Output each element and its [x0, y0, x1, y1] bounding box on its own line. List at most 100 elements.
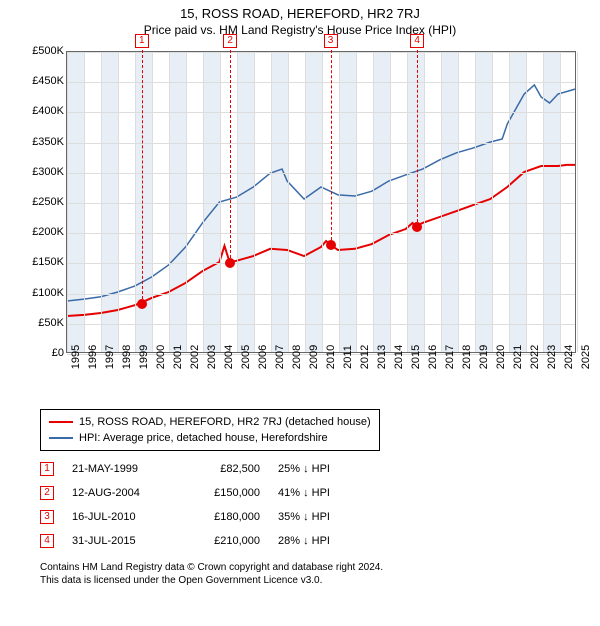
- x-tick-label: 2007: [274, 345, 286, 369]
- grid-line-v: [407, 52, 408, 352]
- sale-row-date: 31-JUL-2015: [72, 535, 172, 547]
- sale-marker-dot: [412, 222, 422, 232]
- legend-swatch: [49, 437, 73, 439]
- sale-marker-dot: [326, 240, 336, 250]
- x-tick-label: 2008: [291, 345, 303, 369]
- x-tick-label: 2022: [529, 345, 541, 369]
- x-tick-label: 2019: [478, 345, 490, 369]
- grid-line-v: [339, 52, 340, 352]
- x-tick-label: 2017: [444, 345, 456, 369]
- grid-line-h: [67, 203, 575, 204]
- x-tick-label: 1997: [104, 345, 116, 369]
- x-tick-label: 1995: [70, 345, 82, 369]
- y-tick-label: £450K: [32, 75, 64, 87]
- legend-item: HPI: Average price, detached house, Here…: [49, 430, 371, 446]
- sale-row: 1 21-MAY-1999 £82,500 25% ↓ HPI: [40, 457, 600, 481]
- x-tick-label: 2006: [257, 345, 269, 369]
- legend-box: 15, ROSS ROAD, HEREFORD, HR2 7RJ (detach…: [40, 409, 380, 451]
- grid-line-v: [373, 52, 374, 352]
- grid-line-v: [475, 52, 476, 352]
- sale-marker-line: [230, 50, 231, 263]
- x-tick-label: 2013: [376, 345, 388, 369]
- grid-line-v: [254, 52, 255, 352]
- grid-line-v: [67, 52, 68, 352]
- grid-line-h: [67, 263, 575, 264]
- x-tick-label: 2003: [206, 345, 218, 369]
- grid-line-h: [67, 324, 575, 325]
- sale-row: 316-JUL-2010£180,00035% ↓ HPI: [40, 505, 600, 529]
- y-tick-label: £500K: [32, 45, 64, 57]
- sale-marker-box: 1: [135, 34, 149, 48]
- sale-row: 212-AUG-2004£150,00041% ↓ HPI: [40, 481, 600, 505]
- y-tick-label: £350K: [32, 136, 64, 148]
- grid-line-v: [424, 52, 425, 352]
- grid-line-h: [67, 82, 575, 83]
- grid-line-h: [67, 233, 575, 234]
- grid-line-v: [220, 52, 221, 352]
- footnote-line: Contains HM Land Registry data © Crown c…: [40, 561, 600, 574]
- sale-marker-dot: [137, 299, 147, 309]
- chart-subtitle: Price paid vs. HM Land Registry's House …: [0, 23, 600, 37]
- grid-line-v: [356, 52, 357, 352]
- sale-row-date: 21-MAY-1999: [72, 463, 172, 475]
- x-tick-label: 2018: [461, 345, 473, 369]
- legend-swatch: [49, 421, 73, 423]
- sale-marker-line: [142, 50, 143, 304]
- sale-marker-box: 4: [410, 34, 424, 48]
- x-tick-label: 2011: [342, 345, 354, 369]
- x-tick-label: 2010: [325, 345, 337, 369]
- legend-label: 15, ROSS ROAD, HEREFORD, HR2 7RJ (detach…: [79, 416, 371, 428]
- sale-row-marker: 4: [40, 534, 54, 548]
- footnote: Contains HM Land Registry data © Crown c…: [40, 561, 600, 587]
- sale-table: 1 21-MAY-1999 £82,500 25% ↓ HPI 2 12-AUG-2004…: [40, 457, 600, 553]
- x-tick-label: 2012: [359, 345, 371, 369]
- sale-row-marker: 3: [40, 510, 54, 524]
- sale-row-marker: 1: [40, 462, 54, 476]
- y-tick-label: £50K: [38, 317, 64, 329]
- grid-line-v: [509, 52, 510, 352]
- sale-row-price: £210,000: [190, 535, 260, 547]
- sale-row: 431-JUL-2015£210,00028% ↓ HPI: [40, 529, 600, 553]
- chart-title: 15, ROSS ROAD, HEREFORD, HR2 7RJ: [0, 6, 600, 21]
- grid-line-v: [492, 52, 493, 352]
- grid-line-v: [118, 52, 119, 352]
- grid-line-h: [67, 143, 575, 144]
- grid-line-h: [67, 294, 575, 295]
- grid-line-v: [84, 52, 85, 352]
- x-tick-label: 2021: [512, 345, 524, 369]
- x-tick-label: 2005: [240, 345, 252, 369]
- grid-line-v: [577, 52, 578, 352]
- y-tick-label: £250K: [32, 196, 64, 208]
- grid-line-v: [441, 52, 442, 352]
- x-tick-label: 2020: [495, 345, 507, 369]
- grid-line-v: [186, 52, 187, 352]
- grid-line-v: [101, 52, 102, 352]
- grid-line-v: [271, 52, 272, 352]
- chart-area: 1234 19951996199719981999200020012002200…: [20, 43, 580, 403]
- x-tick-label: 2014: [393, 345, 405, 369]
- sale-row-marker: 2: [40, 486, 54, 500]
- plot-region: 1234: [66, 51, 576, 353]
- grid-line-h: [67, 52, 575, 53]
- grid-line-h: [67, 112, 575, 113]
- legend-item: 15, ROSS ROAD, HEREFORD, HR2 7RJ (detach…: [49, 414, 371, 430]
- y-tick-label: £400K: [32, 105, 64, 117]
- x-tick-label: 1996: [87, 345, 99, 369]
- sale-row-pct: 25% ↓ HPI: [278, 463, 368, 475]
- x-tick-label: 2004: [223, 345, 235, 369]
- grid-line-v: [322, 52, 323, 352]
- grid-line-v: [237, 52, 238, 352]
- grid-line-h: [67, 173, 575, 174]
- sale-row-date: 12-AUG-2004: [72, 487, 172, 499]
- sale-marker-box: 3: [324, 34, 338, 48]
- x-tick-label: 1998: [121, 345, 133, 369]
- x-tick-label: 2024: [563, 345, 575, 369]
- x-tick-label: 2023: [546, 345, 558, 369]
- grid-line-v: [458, 52, 459, 352]
- sale-row-price: £82,500: [190, 463, 260, 475]
- x-tick-label: 2001: [172, 345, 184, 369]
- sale-row-price: £180,000: [190, 511, 260, 523]
- sale-marker-line: [417, 50, 418, 227]
- legend-label: HPI: Average price, detached house, Here…: [79, 432, 328, 444]
- grid-line-v: [135, 52, 136, 352]
